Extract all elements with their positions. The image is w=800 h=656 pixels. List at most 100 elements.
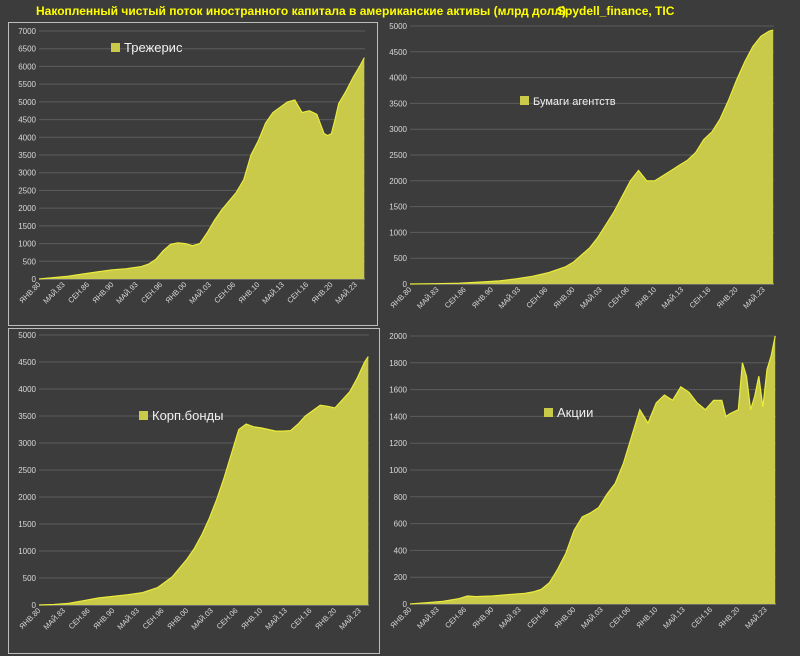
y-tick-label: 6000 [18,62,36,71]
series-line [38,356,369,606]
y-tick-label: 4000 [18,133,36,142]
x-tick-label: ЯНВ.00 [552,605,577,630]
area-series [39,57,365,279]
y-tick-label: 1000 [389,466,407,475]
legend-swatch [520,96,529,105]
x-tick-label: МАЙ.03 [579,605,605,631]
x-tick-label: МАЙ.83 [415,285,441,311]
y-tick-label: 3500 [389,99,407,108]
y-tick-label: 0 [32,601,37,610]
x-tick-label: ЯНВ.80 [17,280,42,305]
x-tick-label: СЕН.86 [67,606,92,631]
y-tick-label: 0 [403,280,408,289]
y-tick-label: 500 [394,254,408,263]
x-tick-label: МАЙ.23 [333,280,359,306]
x-tick-label: МАЙ.83 [415,605,441,631]
x-tick-label: МАЙ.83 [41,280,67,306]
y-tick-label: 1500 [18,222,36,231]
chart-treasuries: 0 500 1000 1500 2000 2500 3000 3500 4000 4500 5000… [17,27,365,306]
x-tick-label: ЯНВ.90 [91,280,116,305]
x-tick-label: МАЙ.23 [337,606,363,632]
legend-swatch [139,411,148,420]
y-tick-label: 3000 [18,169,36,178]
x-tick-label: ЯНВ.00 [164,280,189,305]
x-tick-label: ЯНВ.90 [470,605,495,630]
x-tick-label: СЕН.16 [285,280,310,305]
y-tick-label: 2500 [389,151,407,160]
panel-agencies: 0 500 1000 1500 2000 2500 3000 3500 4000 4500 5000… [380,22,796,326]
x-tick-label: СЕН.16 [289,606,314,631]
x-tick-label: СЕН.86 [66,280,91,305]
y-tick-label: 400 [394,546,408,555]
x-tick-label: ЯНВ.80 [388,285,413,310]
x-tick-label: МАЙ.93 [114,280,140,306]
x-tick-label: СЕН.06 [606,285,631,310]
y-tick-label: 5000 [18,98,36,107]
header: Накопленный чистый поток иностранного ка… [0,0,800,20]
x-tick-label: ЯНВ.10 [633,285,658,310]
x-tick-label: ЯНВ.00 [165,606,190,631]
y-tick-label: 2000 [389,177,407,186]
x-tick-label: ЯНВ.80 [17,606,42,631]
y-tick-label: 2000 [389,332,407,341]
x-tick-label: ЯНВ.90 [91,606,116,631]
y-tick-label: 1800 [389,359,407,368]
x-tick-label: СЕН.96 [525,605,550,630]
y-tick-label: 3000 [18,439,36,448]
panel-corporate-bonds: 0 500 1000 1500 2000 2500 3000 3500 4000 4500 5000… [8,328,380,654]
x-tick-label: МАЙ.83 [42,606,68,632]
x-tick-label: ЯНВ.10 [634,605,659,630]
y-tick-label: 500 [23,257,37,266]
y-tick-label: 1000 [18,547,36,556]
x-tick-label: СЕН.96 [139,280,164,305]
y-tick-label: 3500 [18,412,36,421]
y-tick-label: 7000 [18,27,36,36]
y-tick-label: 1200 [389,439,407,448]
series-line [38,57,365,280]
legend-swatch [111,43,120,52]
x-tick-label: МАЙ.93 [497,605,523,631]
y-tick-label: 5000 [18,331,36,340]
series-line [409,29,774,285]
x-tick-label: СЕН.96 [524,285,549,310]
area-series [410,336,776,604]
legend-swatch [544,408,553,417]
chart-equities: 0 200 400 600 800 1000 1200 1400 1600 1800 2000 ЯНВ… [388,332,776,631]
x-tick-label: МАЙ.03 [189,606,215,632]
x-tick-label: ЯНВ.20 [313,606,338,631]
x-tick-label: ЯНВ.20 [310,280,335,305]
x-tick-label: МАЙ.23 [741,285,767,311]
x-tick-label: МАЙ.13 [263,606,289,632]
y-tick-label: 0 [32,275,37,284]
y-tick-label: 800 [394,493,408,502]
legend-label: Акции [557,405,593,420]
y-tick-label: 3000 [389,125,407,134]
x-tick-label: СЕН.06 [215,606,240,631]
x-tick-label: МАЙ.13 [260,280,286,306]
y-tick-label: 0 [403,600,408,609]
area-series [39,356,369,605]
y-tick-label: 4500 [389,48,407,57]
chart-collection-title: Накопленный чистый поток иностранного ка… [36,4,566,18]
x-tick-label: СЕН.86 [443,605,468,630]
source-label: Spydell_finance, TIC [557,4,675,18]
y-tick-label: 600 [394,520,408,529]
legend-label: Бумаги агентств [533,96,616,108]
x-tick-label: ЯНВ.80 [388,605,413,630]
x-tick-label: МАЙ.13 [660,285,686,311]
chart-agencies: 0 500 1000 1500 2000 2500 3000 3500 4000 4500 5000… [388,22,774,311]
y-tick-label: 4500 [18,358,36,367]
x-tick-label: МАЙ.03 [187,280,213,306]
y-tick-label: 6500 [18,45,36,54]
y-tick-label: 200 [394,573,408,582]
y-tick-label: 5000 [389,22,407,31]
y-tick-label: 4000 [18,385,36,394]
y-tick-label: 2500 [18,466,36,475]
x-tick-label: ЯНВ.10 [237,280,262,305]
x-tick-label: СЕН.86 [443,285,468,310]
x-tick-label: МАЙ.93 [115,606,141,632]
x-tick-label: МАЙ.23 [743,605,769,631]
y-tick-label: 1600 [389,386,407,395]
y-tick-label: 2000 [18,493,36,502]
area-series [410,30,774,284]
